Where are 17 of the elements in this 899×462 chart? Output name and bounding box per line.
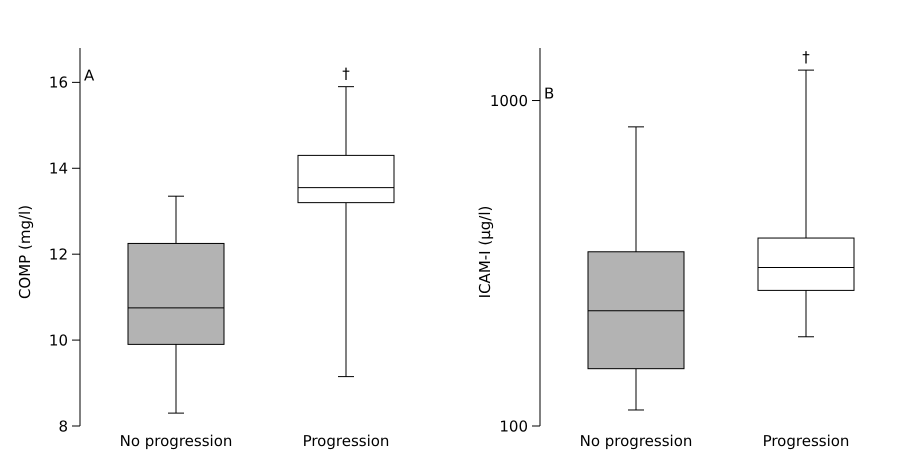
annotation: †: [802, 48, 810, 66]
y-tick-label: 8: [58, 417, 68, 436]
y-tick-label: 12: [48, 245, 68, 264]
x-tick-label: No progression: [120, 432, 232, 450]
annotation: A: [84, 66, 95, 84]
y-axis-title: COMP (mg/l): [16, 204, 34, 300]
y-tick-label: 14: [48, 160, 68, 178]
x-tick-label: Progression: [762, 432, 850, 450]
annotation: B: [544, 84, 554, 103]
x-tick-label: Progression: [302, 432, 390, 450]
y-axis-title: ICAM-I (µg/l): [476, 206, 494, 298]
y-tick-label: 1000: [490, 92, 528, 110]
annotation: †: [342, 64, 350, 83]
y-tick-label: 16: [48, 74, 68, 92]
y-tick-label: 100: [499, 417, 528, 436]
x-tick-label: No progression: [580, 432, 692, 450]
y-tick-label: 10: [48, 331, 68, 350]
